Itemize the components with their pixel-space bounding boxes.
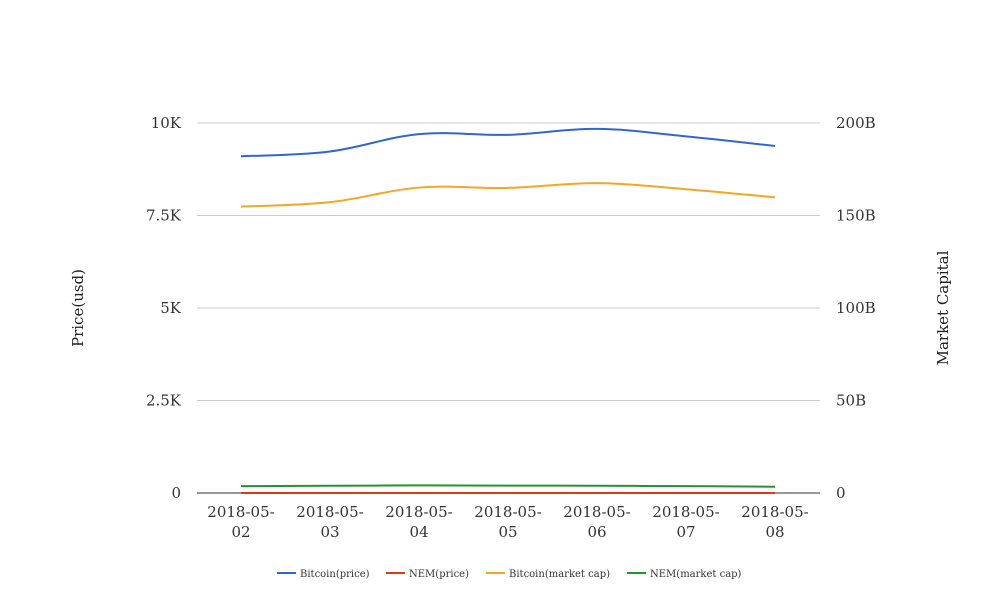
legend-item: Bitcoin(price) — [277, 569, 370, 580]
series-lines — [240, 127, 776, 494]
right-axis-ticks: 0 50B 100B 150B 200B — [836, 114, 876, 502]
legend-label: NEM(price) — [409, 569, 469, 580]
series-line-bitcoin-price — [240, 127, 776, 158]
left-tick-label: 0 — [171, 484, 181, 502]
legend-label: NEM(market cap) — [650, 569, 742, 580]
x-tick-label: 2018-05-08 — [741, 503, 808, 541]
gridlines — [197, 122, 820, 494]
right-tick-label: 100B — [836, 299, 876, 317]
x-tick-label: 2018-05-02 — [207, 503, 274, 541]
x-tick-label: 2018-05-07 — [652, 503, 719, 541]
legend-label: Bitcoin(price) — [300, 569, 370, 580]
right-tick-label: 150B — [836, 207, 876, 225]
right-tick-label: 50B — [836, 392, 866, 410]
legend-item: Bitcoin(market cap) — [486, 569, 610, 580]
x-tick-label: 2018-05-05 — [474, 503, 541, 541]
series-line-nem-market-cap — [240, 484, 776, 488]
x-tick-label: 2018-05-06 — [563, 503, 630, 541]
x-tick-label: 2018-05-03 — [296, 503, 363, 541]
legend-label: Bitcoin(market cap) — [509, 569, 610, 580]
right-tick-label: 200B — [836, 114, 876, 132]
x-axis-ticks: 2018-05-02 2018-05-03 2018-05-04 2018-05-05… — [207, 503, 808, 541]
x-tick-label: 2018-05-04 — [385, 503, 452, 541]
right-tick-label: 0 — [836, 484, 846, 502]
left-tick-label: 10K — [151, 114, 182, 132]
legend-item: NEM(market cap) — [627, 569, 742, 580]
right-axis-title: Market Capital — [934, 250, 952, 365]
legend: Bitcoin(price) NEM(price) Bitcoin(market c… — [277, 569, 742, 580]
left-tick-label: 2.5K — [146, 392, 182, 410]
left-axis-title: Price(usd) — [69, 269, 87, 347]
left-axis-ticks: 0 2.5K 5K 7.5K 10K — [146, 114, 182, 502]
series-line-bitcoin-market-cap — [240, 182, 776, 208]
left-tick-label: 5K — [160, 299, 182, 317]
legend-item: NEM(price) — [386, 569, 469, 580]
left-tick-label: 7.5K — [146, 207, 182, 225]
